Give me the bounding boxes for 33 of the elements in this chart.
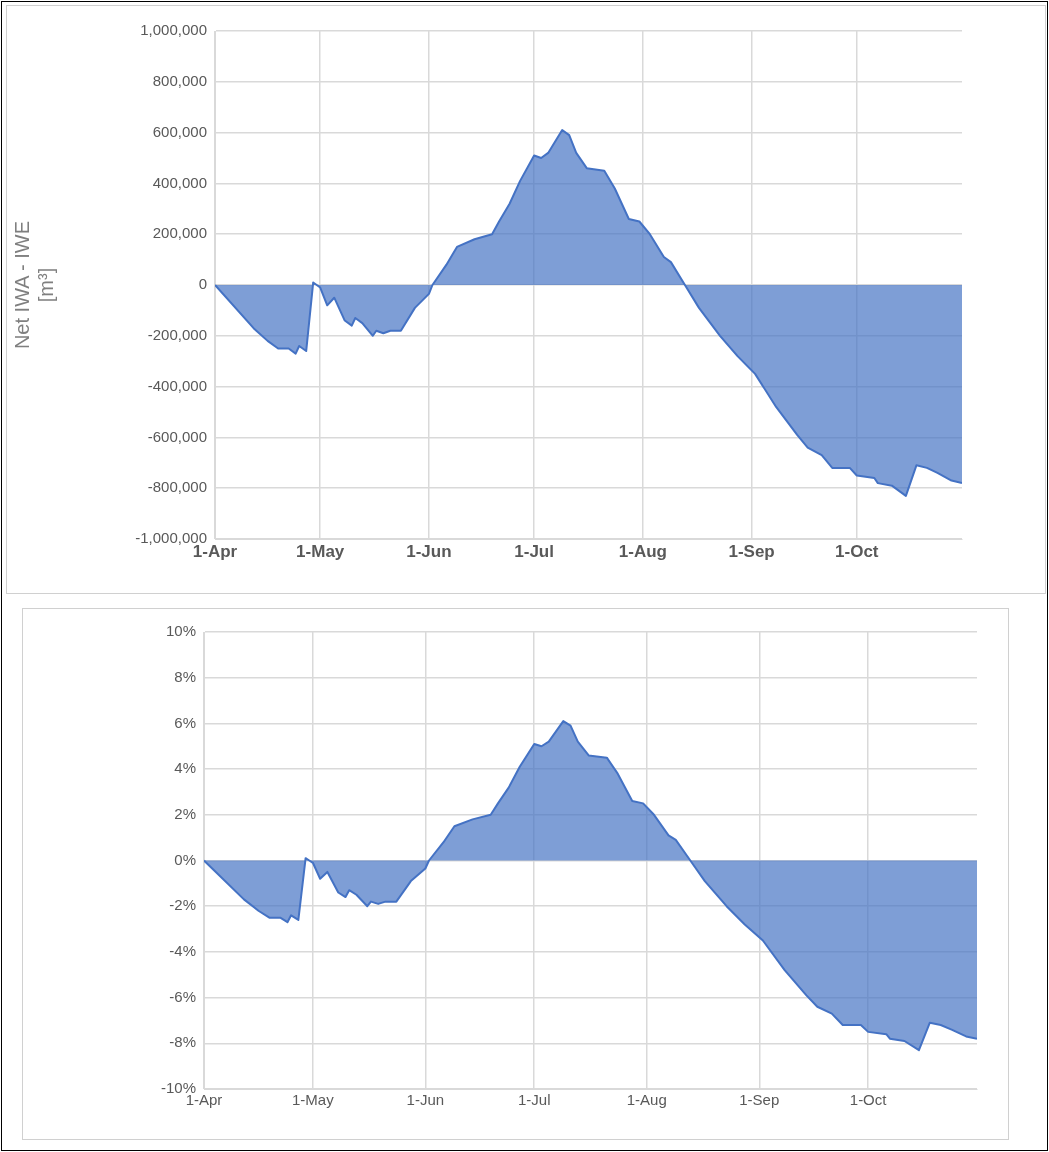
y-tick-label: 2% bbox=[174, 804, 196, 822]
y-tick-label: -800,000 bbox=[147, 478, 207, 496]
y-tick-label: 600,000 bbox=[152, 122, 207, 140]
y-tick-label: 0 bbox=[198, 275, 207, 293]
y-tick-label: -600,000 bbox=[147, 427, 207, 445]
x-tick-label: 1-Jun bbox=[406, 1091, 445, 1109]
x-tick-label: 1-May bbox=[292, 1091, 335, 1109]
y-tick-label: -2% bbox=[169, 896, 196, 914]
x-tick-label: 1-Jul bbox=[517, 1091, 551, 1109]
y-tick-label: 10% bbox=[165, 622, 196, 640]
y-axis-title: Net IWA - IWE [m³] bbox=[10, 220, 57, 350]
x-tick-label: 1-Jul bbox=[514, 541, 554, 561]
y-tick-label: 800,000 bbox=[152, 71, 207, 89]
y-tick-label: 1,000,000 bbox=[140, 21, 207, 39]
x-tick-label: 1-Sep bbox=[739, 1091, 780, 1109]
x-tick-label: 1-Aug bbox=[618, 541, 667, 561]
y-tick-label: 8% bbox=[174, 667, 196, 685]
y-tick-label: 0% bbox=[174, 850, 196, 868]
x-tick-label: 1-Oct bbox=[835, 541, 879, 561]
y-tick-label: 400,000 bbox=[152, 173, 207, 191]
x-tick-label: 1-Jun bbox=[406, 541, 452, 561]
y-tick-label: 4% bbox=[174, 759, 196, 777]
x-tick-label: 1-May bbox=[296, 541, 345, 561]
y-tick-label: -8% bbox=[169, 1033, 196, 1051]
y-tick-label: -4% bbox=[169, 942, 196, 960]
y-tick-label: -400,000 bbox=[147, 376, 207, 394]
y-tick-label: 200,000 bbox=[152, 224, 207, 242]
x-tick-label: 1-Aug bbox=[626, 1091, 667, 1109]
y-tick-label: -200,000 bbox=[147, 325, 207, 343]
x-tick-label: 1-Oct bbox=[849, 1091, 888, 1109]
y-tick-label: 6% bbox=[174, 713, 196, 731]
x-tick-label: 1-Sep bbox=[728, 541, 775, 561]
y-tick-label: -6% bbox=[169, 987, 196, 1005]
